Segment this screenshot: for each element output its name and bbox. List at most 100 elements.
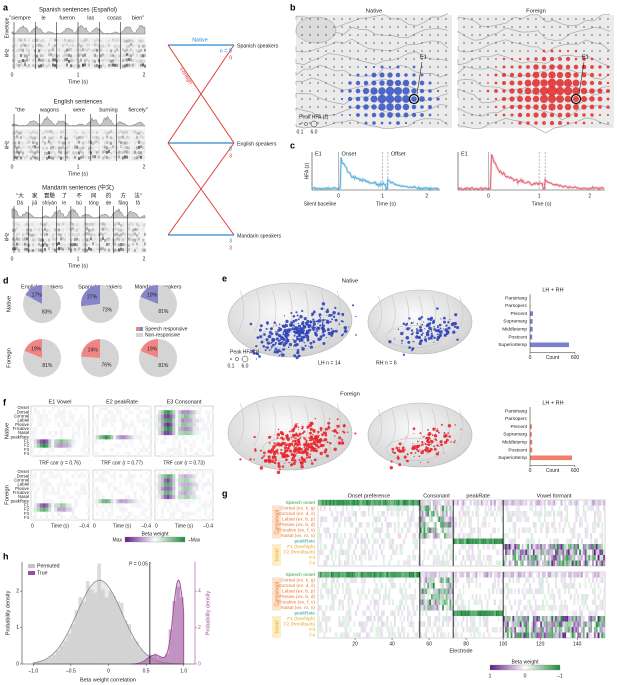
heatmap-cell (588, 555, 591, 561)
electrode-response (327, 425, 330, 428)
heatmap-cell (597, 549, 600, 556)
axis-label: Count (546, 355, 560, 361)
electrode-response (304, 318, 307, 321)
heatmap-cell (397, 527, 400, 534)
spectrogram-cell (16, 43, 18, 47)
spectrogram-cell (30, 140, 32, 143)
heatmap-cell (54, 503, 58, 508)
heatmap-cell (601, 538, 604, 545)
heatmap-cell (571, 560, 574, 567)
electrode-response (321, 327, 325, 331)
heatmap-cell (36, 410, 40, 415)
heatmap-cell (432, 522, 435, 528)
heatmap-cell (319, 549, 322, 556)
heatmap-cell (169, 470, 173, 475)
spectrogram-cell (40, 39, 42, 43)
spectrogram-cell (26, 44, 28, 48)
heatmap-cell (321, 516, 324, 523)
electrode (519, 50, 521, 52)
heatmap-cell (403, 522, 406, 528)
electrode-response (395, 112, 401, 118)
electrode-response (252, 351, 256, 355)
electrode (429, 58, 431, 60)
electrode-response (313, 458, 317, 462)
heatmap-cell (207, 482, 211, 487)
electrode-response (402, 87, 410, 95)
heatmap-cell (597, 516, 600, 523)
heatmap-cell (575, 516, 578, 523)
heatmap-cell (473, 527, 476, 534)
heatmap-cell (142, 431, 146, 436)
pie-slice (24, 339, 42, 358)
electrode-response (591, 122, 593, 124)
heatmap-cell (334, 500, 337, 506)
heatmap-cell (477, 555, 480, 561)
spectrogram-cell (94, 53, 96, 57)
heatmap-cell (517, 555, 520, 561)
spectrogram-cell (96, 151, 98, 154)
heatmap-cell (440, 527, 443, 534)
heatmap-cell (330, 500, 333, 506)
heatmap-cell (101, 406, 105, 411)
electrode (325, 82, 327, 84)
spectrogram-cell (96, 223, 98, 226)
spectrogram-cell (40, 248, 42, 252)
spectrogram-cell (62, 59, 64, 63)
electrode (487, 66, 489, 68)
spectrogram-cell (68, 247, 70, 251)
spectrogram-cell (132, 136, 134, 139)
electrode-response (328, 313, 332, 318)
spectrogram-cell (106, 237, 108, 241)
heatmap-cell (349, 594, 352, 600)
spectrogram-cell (138, 223, 140, 227)
heatmap-cell (490, 560, 493, 567)
spectrogram-cell (30, 238, 32, 242)
electrode-response (495, 66, 497, 68)
heatmap-cell (360, 522, 363, 528)
electrode-response (295, 432, 298, 435)
spectrogram-cell (74, 155, 76, 159)
spectrogram-cell (86, 38, 88, 42)
spectrogram-cell (76, 237, 78, 241)
heatmap-cell (71, 439, 75, 444)
spectrogram-cell (98, 136, 100, 140)
spectrogram-cell (94, 43, 96, 47)
spectrogram-cell (114, 233, 116, 237)
heatmap-cell (39, 439, 43, 444)
spectrogram-cell (136, 156, 138, 160)
spectrogram-cell (142, 44, 144, 48)
heatmap-cell (380, 511, 383, 517)
electrode-response (380, 121, 384, 125)
heatmap-cell (451, 511, 454, 517)
electrode (341, 18, 343, 20)
heatmap-cell (166, 478, 170, 483)
spectrogram-cell (92, 43, 94, 47)
electrode-response (282, 324, 285, 328)
heatmap-cell (207, 478, 211, 483)
spectrogram-cell (142, 39, 144, 43)
heatmap-cell (201, 486, 205, 491)
electrode (559, 26, 561, 28)
heatmap-cell (432, 533, 435, 539)
spectrogram-cell (128, 136, 130, 140)
spectrogram-cell (42, 44, 44, 48)
electrode-response (348, 89, 352, 93)
heatmap-cell (327, 616, 330, 622)
heatmap-cell (486, 538, 489, 545)
electrode-response (285, 454, 288, 458)
axis-label: Time (s) (68, 263, 88, 269)
heatmap-cell (423, 527, 426, 534)
spectrogram-cell (18, 237, 20, 241)
feature-label: Coronal (14, 414, 29, 419)
pinyin: de (106, 200, 112, 206)
electrode-response (277, 428, 280, 431)
spectrogram-cell (122, 54, 124, 58)
heatmap-cell (503, 533, 506, 539)
electrode-response (317, 445, 320, 449)
heatmap-cell (580, 555, 583, 561)
electrode-response (563, 86, 573, 96)
pie-slice (81, 339, 100, 358)
x-tick-label: 2 (425, 193, 428, 199)
spectrogram-cell (68, 223, 70, 227)
spectrogram-cell (66, 48, 68, 52)
